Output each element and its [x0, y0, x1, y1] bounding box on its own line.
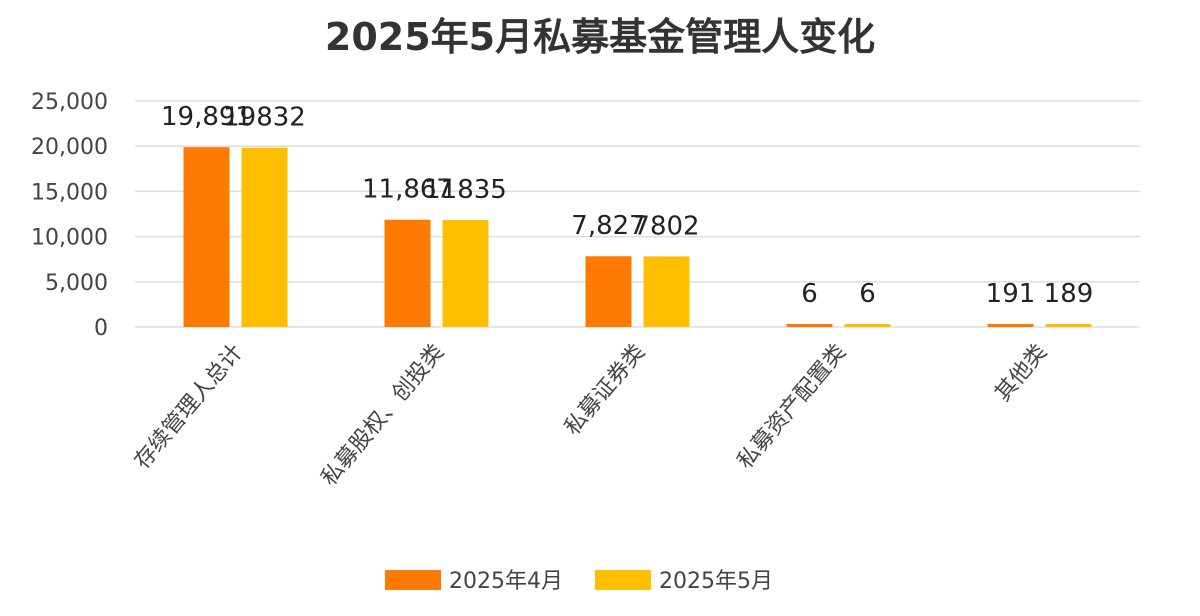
legend-swatch	[385, 570, 441, 590]
y-tick-label: 25,000	[31, 90, 108, 115]
y-tick-label: 10,000	[31, 226, 108, 251]
bar	[844, 324, 891, 327]
data-label: 7802	[633, 211, 699, 241]
data-label: 11835	[424, 175, 507, 205]
category-label: 私募证券类	[560, 340, 650, 440]
bar	[987, 324, 1034, 327]
legend: 2025年4月 2025年5月	[385, 569, 773, 594]
legend-label: 2025年5月	[659, 569, 773, 594]
category-label: 其他类	[991, 340, 1053, 407]
data-label: 19832	[223, 103, 306, 133]
category-label: 私募资产配置类	[733, 340, 851, 474]
bar	[241, 147, 288, 327]
bar	[384, 219, 431, 327]
data-label: 7,827	[571, 211, 645, 241]
bar	[442, 220, 489, 327]
bar	[1045, 324, 1092, 327]
data-label: 6	[859, 279, 876, 309]
grid-lines	[135, 100, 1140, 328]
bar	[786, 324, 833, 327]
data-label: 189	[1044, 279, 1094, 309]
bars	[183, 147, 1092, 327]
bar	[585, 256, 632, 327]
y-tick-label: 5,000	[45, 271, 108, 296]
y-tick-label: 20,000	[31, 135, 108, 160]
data-label: 11,867	[362, 175, 453, 205]
category-labels: 存续管理人总计 私募股权、创投类 私募证券类 私募资产配置类 其他类	[130, 340, 1052, 491]
bar	[183, 147, 230, 327]
data-label: 191	[986, 279, 1036, 309]
chart-title: 2025年5月私募基金管理人变化	[324, 15, 876, 59]
y-axis-tick-labels: 0 5,000 10,000 15,000 20,000 25,000	[31, 90, 108, 341]
legend-swatch	[595, 570, 651, 590]
category-label: 私募股权、创投类	[317, 340, 449, 491]
y-tick-label: 0	[94, 316, 108, 341]
y-tick-label: 15,000	[31, 180, 108, 205]
legend-label: 2025年4月	[449, 569, 563, 594]
category-label: 存续管理人总计	[130, 340, 248, 474]
bar	[643, 256, 690, 327]
data-label: 19,891	[161, 102, 252, 132]
data-label: 6	[801, 279, 818, 309]
